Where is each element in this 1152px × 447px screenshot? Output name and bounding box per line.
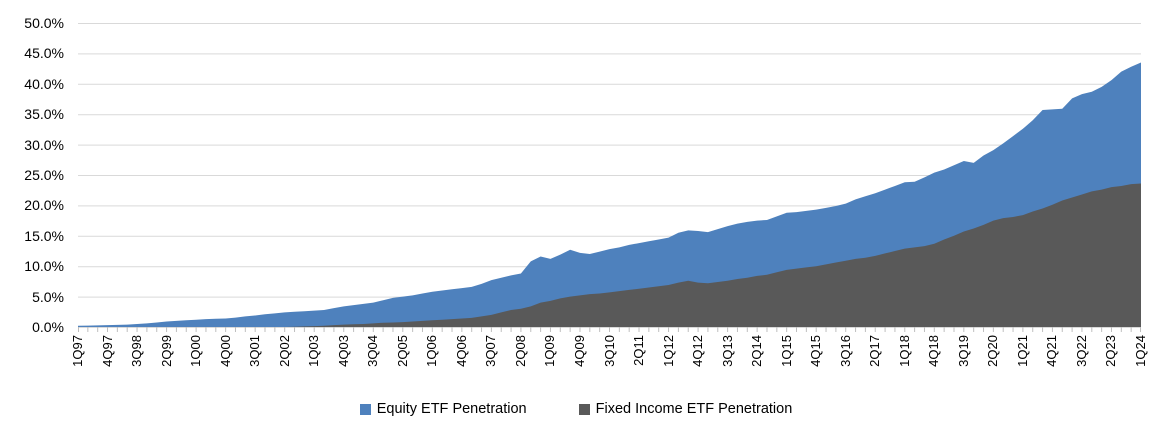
x-axis-label: 4Q97 (99, 335, 115, 367)
x-axis-label: 1Q15 (778, 335, 794, 367)
equity-legend-swatch-icon (359, 403, 371, 415)
x-axis-label: 3Q01 (247, 335, 263, 367)
x-axis-label: 2Q11 (631, 335, 647, 366)
x-axis-label: 3Q19 (955, 335, 971, 367)
legend-item-fixed-income: Fixed Income ETF Penetration (578, 401, 793, 417)
x-axis-label: 4Q21 (1044, 335, 1060, 367)
y-axis-label: 35.0% (24, 106, 64, 123)
x-axis-label: 4Q00 (217, 335, 233, 367)
fixed-income-legend-swatch-icon (578, 403, 590, 415)
x-axis-label: 1Q21 (1014, 335, 1030, 367)
x-axis-label: 1Q24 (1133, 335, 1148, 367)
x-axis-label: 1Q12 (660, 335, 676, 367)
y-axis-label: 15.0% (24, 227, 64, 244)
y-axis-label: 0.0% (32, 319, 64, 335)
x-axis-label: 1Q06 (424, 335, 440, 367)
x-axis-label: 2Q23 (1103, 335, 1119, 367)
x-axis-label: 1Q00 (188, 335, 204, 367)
x-axis-label: 2Q08 (512, 335, 528, 367)
fixed-income-legend-label: Fixed Income ETF Penetration (595, 401, 793, 417)
fixed-income-area-series (78, 183, 1141, 327)
y-axis-label: 45.0% (24, 45, 64, 62)
chart-legend: Equity ETF Penetration Fixed Income ETF … (0, 401, 1152, 417)
x-axis-label: 1Q09 (542, 335, 558, 367)
x-axis-label: 4Q03 (335, 335, 351, 367)
x-axis-label: 2Q17 (867, 335, 883, 367)
x-axis-label: 2Q20 (985, 335, 1001, 367)
x-axis-label: 3Q07 (483, 335, 499, 367)
y-axis-label: 20.0% (24, 197, 64, 214)
x-axis-label: 3Q04 (365, 335, 381, 367)
legend-item-equity: Equity ETF Penetration (359, 401, 527, 417)
x-axis-label: 4Q12 (690, 335, 706, 367)
y-axis-label: 10.0% (24, 258, 64, 275)
x-axis-label: 2Q05 (394, 335, 410, 367)
x-axis-label: 3Q16 (837, 335, 853, 367)
x-axis-label: 4Q15 (808, 335, 824, 367)
y-axis-label: 25.0% (24, 167, 64, 183)
x-axis-label: 4Q06 (453, 335, 469, 367)
x-axis-label: 3Q98 (129, 335, 145, 367)
x-axis-label: 4Q18 (926, 335, 942, 367)
x-axis-label: 3Q22 (1073, 335, 1089, 367)
y-axis-label: 30.0% (24, 136, 64, 153)
x-axis-label: 2Q99 (158, 335, 174, 367)
equity-legend-label: Equity ETF Penetration (376, 401, 527, 417)
y-axis-label: 50.0% (24, 15, 64, 31)
stacked-area-plot (78, 23, 1141, 332)
x-axis-label: 1Q97 (70, 335, 85, 367)
x-axis-label: 1Q03 (306, 335, 322, 367)
x-axis-label: 3Q13 (719, 335, 735, 367)
y-axis-label: 40.0% (24, 75, 64, 92)
x-axis-label: 3Q10 (601, 335, 617, 367)
y-axis-label: 5.0% (32, 288, 64, 305)
x-axis-label: 1Q18 (896, 335, 912, 367)
x-axis-label: 2Q02 (276, 335, 292, 367)
x-axis-label: 4Q09 (571, 335, 587, 367)
x-axis-label: 2Q14 (749, 335, 765, 367)
